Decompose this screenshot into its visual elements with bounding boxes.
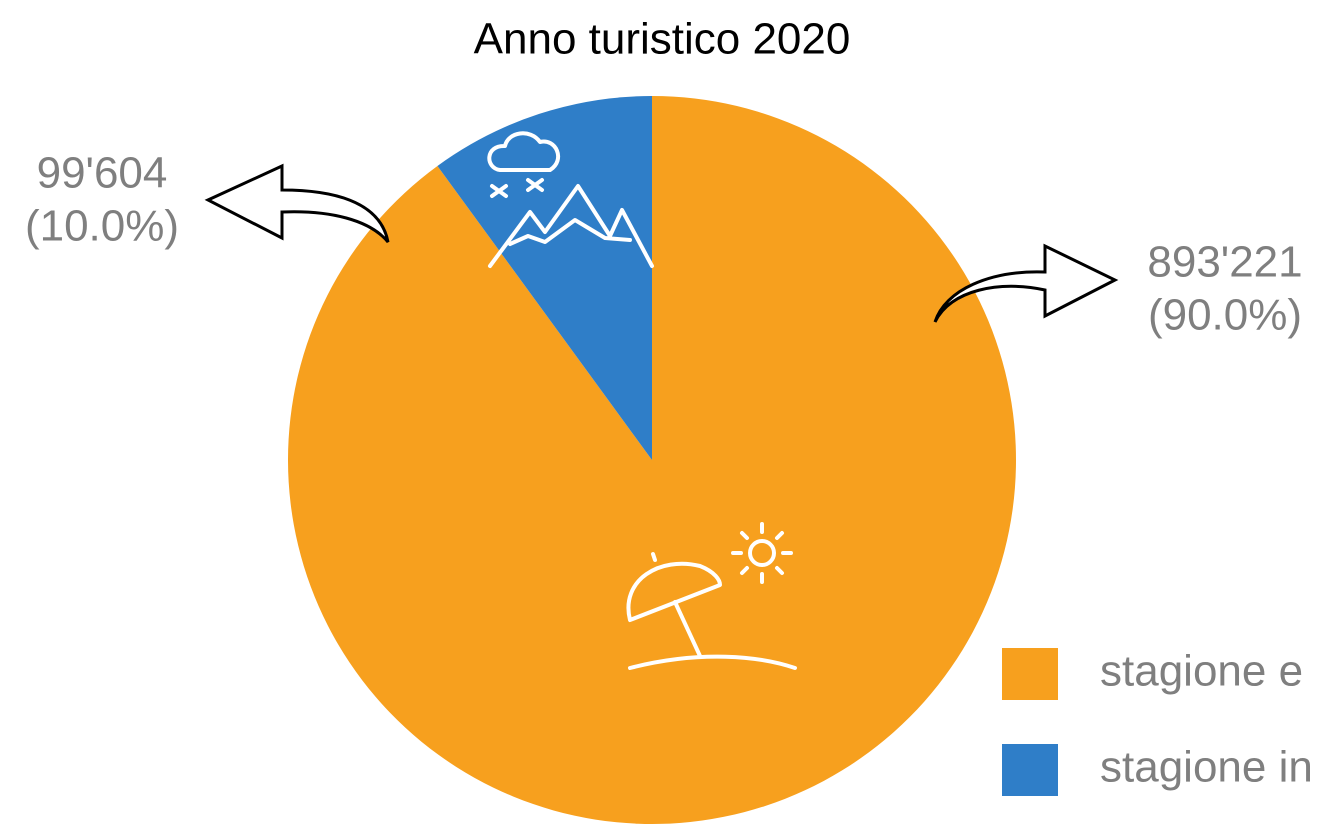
arrow	[204, 163, 390, 243]
cloud-icon	[487, 131, 561, 172]
mountain-icon	[488, 184, 654, 268]
sun-icon	[748, 539, 776, 567]
legend-swatch	[1002, 744, 1058, 796]
snow-icon	[490, 178, 544, 198]
value-label: 893'221	[1147, 238, 1302, 287]
legend: stagione e stagione in	[1002, 647, 1313, 796]
legend-label: stagione in	[1100, 743, 1313, 792]
beach-icon	[626, 552, 797, 670]
chart-title: Anno turistico 2020	[474, 15, 851, 64]
arrow	[933, 243, 1119, 323]
pie	[287, 96, 1016, 824]
percent-label: (90.0%)	[1148, 291, 1302, 340]
value-label: 99'604	[37, 149, 168, 198]
legend-swatch	[1002, 648, 1058, 700]
legend-label: stagione e	[1100, 647, 1303, 696]
percent-label: (10.0%)	[25, 202, 179, 251]
icons	[487, 131, 797, 670]
sun-rays	[731, 522, 793, 584]
